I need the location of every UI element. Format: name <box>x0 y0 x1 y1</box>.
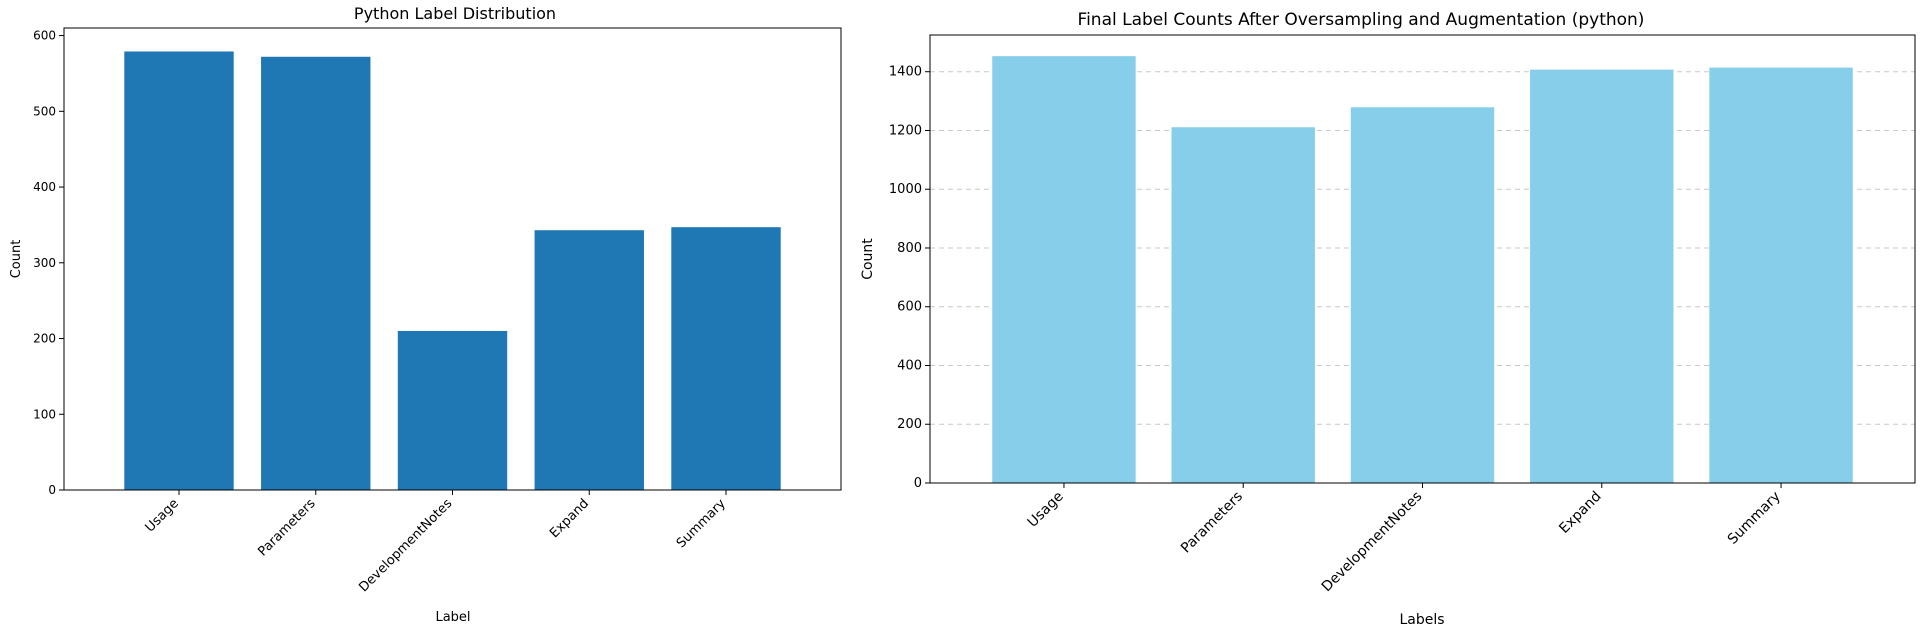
x-axis-label: Labels <box>1399 612 1444 628</box>
bar-usage <box>124 51 234 490</box>
x-tick-label: Summary <box>674 496 729 551</box>
bar-summary <box>671 227 781 490</box>
y-tick-label: 1200 <box>889 123 922 138</box>
y-tick-label: 600 <box>897 300 922 315</box>
y-tick-label: 100 <box>33 407 56 421</box>
x-tick-label: Expand <box>1556 489 1604 537</box>
x-tick-label: Usage <box>1025 489 1067 531</box>
bar-expand <box>1530 69 1674 483</box>
bar-parameters <box>261 56 371 490</box>
y-axis-label: Count <box>9 240 24 279</box>
y-tick-label: 1400 <box>889 65 922 80</box>
bar-parameters <box>1171 127 1315 484</box>
x-tick-label: Summary <box>1725 489 1784 548</box>
x-tick-label: DevelopmentNotes <box>1319 489 1426 596</box>
bar-expand <box>534 230 644 490</box>
x-tick-label: Parameters <box>255 496 318 559</box>
y-tick-label: 600 <box>33 29 56 43</box>
y-tick-label: 200 <box>897 417 922 432</box>
y-tick-label: 800 <box>897 241 922 256</box>
y-tick-label: 500 <box>33 104 56 118</box>
chart-final-label-counts: Final Label Counts After Oversampling an… <box>860 10 1916 628</box>
x-tick-label: Parameters <box>1178 489 1246 557</box>
y-tick-label: 1000 <box>889 182 922 197</box>
x-tick-label: Expand <box>547 496 592 541</box>
x-tick-label: DevelopmentNotes <box>356 496 455 595</box>
chart-title: Python Label Distribution <box>354 4 556 23</box>
chart-label-distribution: Python Label Distribution 0 100 200 300 400 5… <box>9 4 842 625</box>
bar-developmentnotes <box>1350 107 1495 483</box>
y-tick-label: 400 <box>33 180 56 194</box>
x-tick-label: Usage <box>143 496 182 535</box>
chart-title: Final Label Counts After Oversampling an… <box>1078 10 1645 30</box>
bar-usage <box>992 56 1136 483</box>
y-tick-label: 0 <box>48 483 56 497</box>
y-tick-label: 400 <box>897 358 922 373</box>
bar-developmentnotes <box>397 330 508 490</box>
y-tick-label: 0 <box>914 476 922 491</box>
y-axis-label: Count <box>860 238 876 280</box>
x-axis-label: Label <box>435 610 470 625</box>
y-tick-label: 200 <box>33 332 56 346</box>
bar-summary <box>1709 67 1853 484</box>
y-tick-label: 300 <box>33 256 56 270</box>
